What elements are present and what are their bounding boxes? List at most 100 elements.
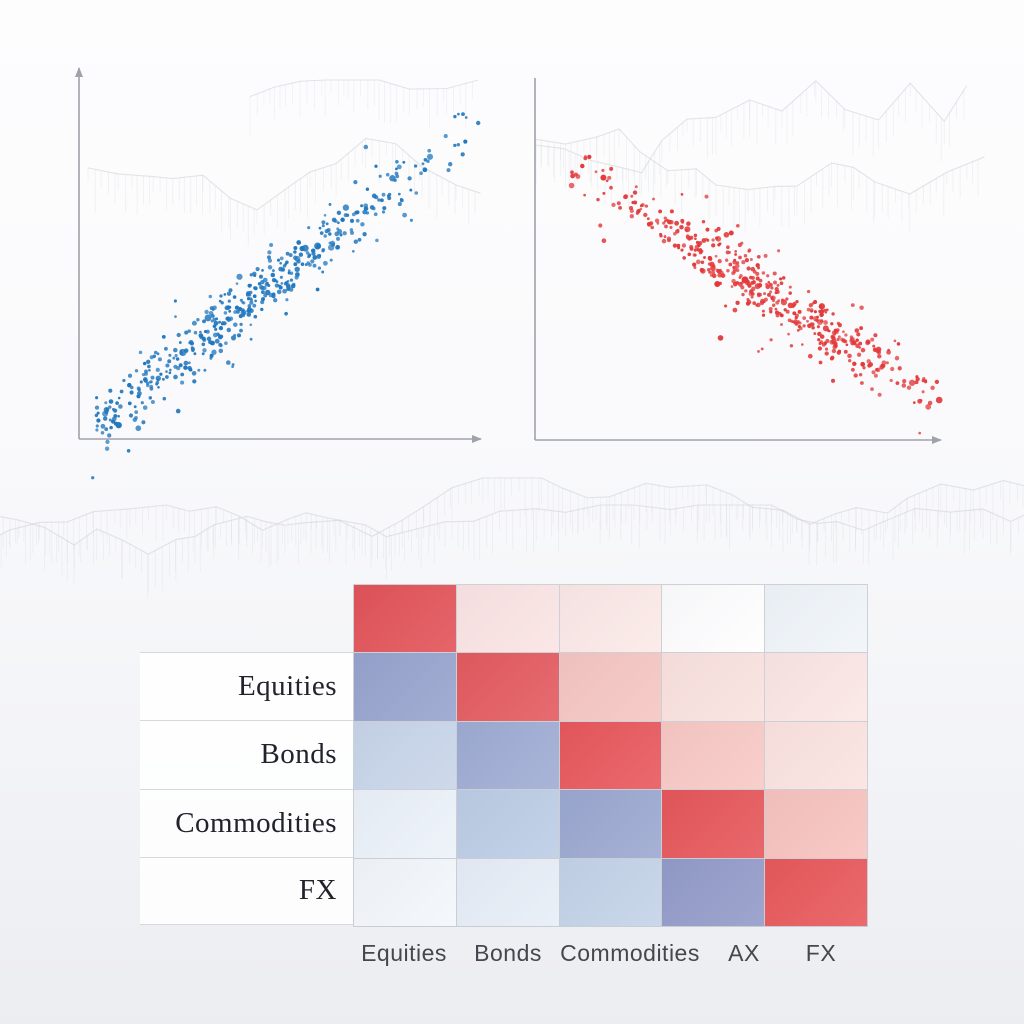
scatter-point (731, 278, 736, 284)
scatter-point (456, 112, 460, 116)
sparkline-backdrop-right-panel (535, 128, 985, 234)
scatter-point (908, 379, 916, 386)
scatter-point (673, 232, 677, 236)
scatter-point (755, 263, 760, 268)
scatter-point (761, 309, 765, 313)
scatter-point (856, 352, 862, 357)
scatter-point (395, 174, 400, 179)
scatter-point (896, 342, 901, 346)
scatter-point (304, 263, 308, 267)
scatter-point (375, 238, 379, 243)
scatter-point (831, 330, 837, 335)
scatter-point (258, 284, 264, 290)
scatter-point (824, 351, 829, 356)
scatter-point (740, 285, 745, 290)
scatter-point (173, 374, 178, 380)
scatter-point (260, 280, 265, 285)
scatter-point (677, 246, 681, 250)
scatter-point (180, 372, 185, 377)
scatter-point (249, 337, 253, 341)
scatter-point (362, 232, 367, 237)
scatter-point (779, 277, 783, 281)
scatter-point (819, 312, 824, 318)
scatter-point (682, 256, 686, 260)
scatter-plot-negative-points (568, 154, 943, 435)
scatter-point (193, 352, 197, 356)
sparkline-band-middle (0, 504, 1024, 580)
scatter-point (714, 254, 718, 258)
scatter-point (276, 289, 282, 295)
heatmap-cell-r3c4 (662, 721, 765, 790)
scatter-point (855, 338, 859, 342)
scatter-point (643, 212, 648, 218)
scatter-point (765, 284, 771, 290)
scatter-point (279, 261, 283, 265)
scatter-point (218, 348, 224, 354)
scatter-point (580, 163, 585, 169)
scatter-point (611, 202, 616, 208)
scatter-point (230, 335, 237, 341)
scatter-point (769, 338, 773, 342)
scatter-point (860, 347, 866, 353)
scatter-point (813, 316, 819, 322)
scatter-point (895, 381, 900, 385)
scatter-point (755, 276, 760, 281)
scatter-point (223, 311, 228, 315)
scatter-point (236, 273, 243, 280)
scatter-point (750, 266, 756, 272)
heatmap-cell-r2c3 (559, 653, 662, 722)
scatter-point (307, 226, 311, 230)
scatter-point (133, 405, 137, 409)
scatter-point (728, 262, 733, 267)
scatter-point (618, 206, 622, 210)
scatter-point (583, 156, 588, 161)
scatter-point (310, 248, 316, 253)
scatter-point (685, 234, 690, 239)
scatter-point (202, 319, 206, 324)
scatter-point (389, 175, 396, 182)
scatter-point (831, 348, 837, 354)
scatter-point (609, 166, 614, 171)
scatter-point (108, 405, 112, 409)
scatter-point (293, 262, 298, 267)
scatter-point (178, 363, 183, 368)
scatter-point (165, 370, 168, 373)
scatter-point (870, 387, 874, 391)
scatter-point (148, 368, 151, 372)
scatter-point (279, 275, 283, 279)
scatter-point (897, 366, 902, 371)
scatter-point (594, 170, 598, 174)
scatter-point (757, 293, 761, 298)
scatter-point (887, 348, 890, 352)
scatter-point (214, 327, 218, 331)
scatter-point (397, 202, 402, 207)
scatter-point (107, 433, 112, 438)
scatter-point (738, 276, 742, 279)
scatter-point (208, 294, 213, 299)
scatter-plot-negative-axes (534, 78, 942, 444)
scatter-point (353, 180, 358, 185)
heatmap-cell-r5c2 (456, 858, 559, 927)
scatter-point (743, 253, 748, 258)
scatter-point (223, 293, 227, 296)
scatter-point (175, 357, 180, 361)
scatter-point (157, 386, 160, 389)
scatter-point (157, 357, 162, 362)
scatter-point (770, 286, 774, 290)
scatter-point (774, 287, 779, 292)
scatter-point (629, 208, 634, 214)
scatter-point (246, 312, 252, 317)
scatter-point (355, 210, 360, 215)
scatter-point (161, 335, 166, 339)
scatter-point (211, 308, 215, 311)
scatter-point (224, 305, 230, 311)
scatter-point (108, 418, 112, 422)
heatmap-cell-r5c1 (354, 858, 456, 927)
scatter-point (767, 281, 771, 284)
scatter-point (187, 329, 191, 333)
scatter-point (856, 332, 861, 337)
scatter-point (746, 266, 751, 271)
scatter-point (291, 282, 296, 287)
scatter-point (889, 378, 893, 383)
scatter-point (203, 329, 208, 334)
